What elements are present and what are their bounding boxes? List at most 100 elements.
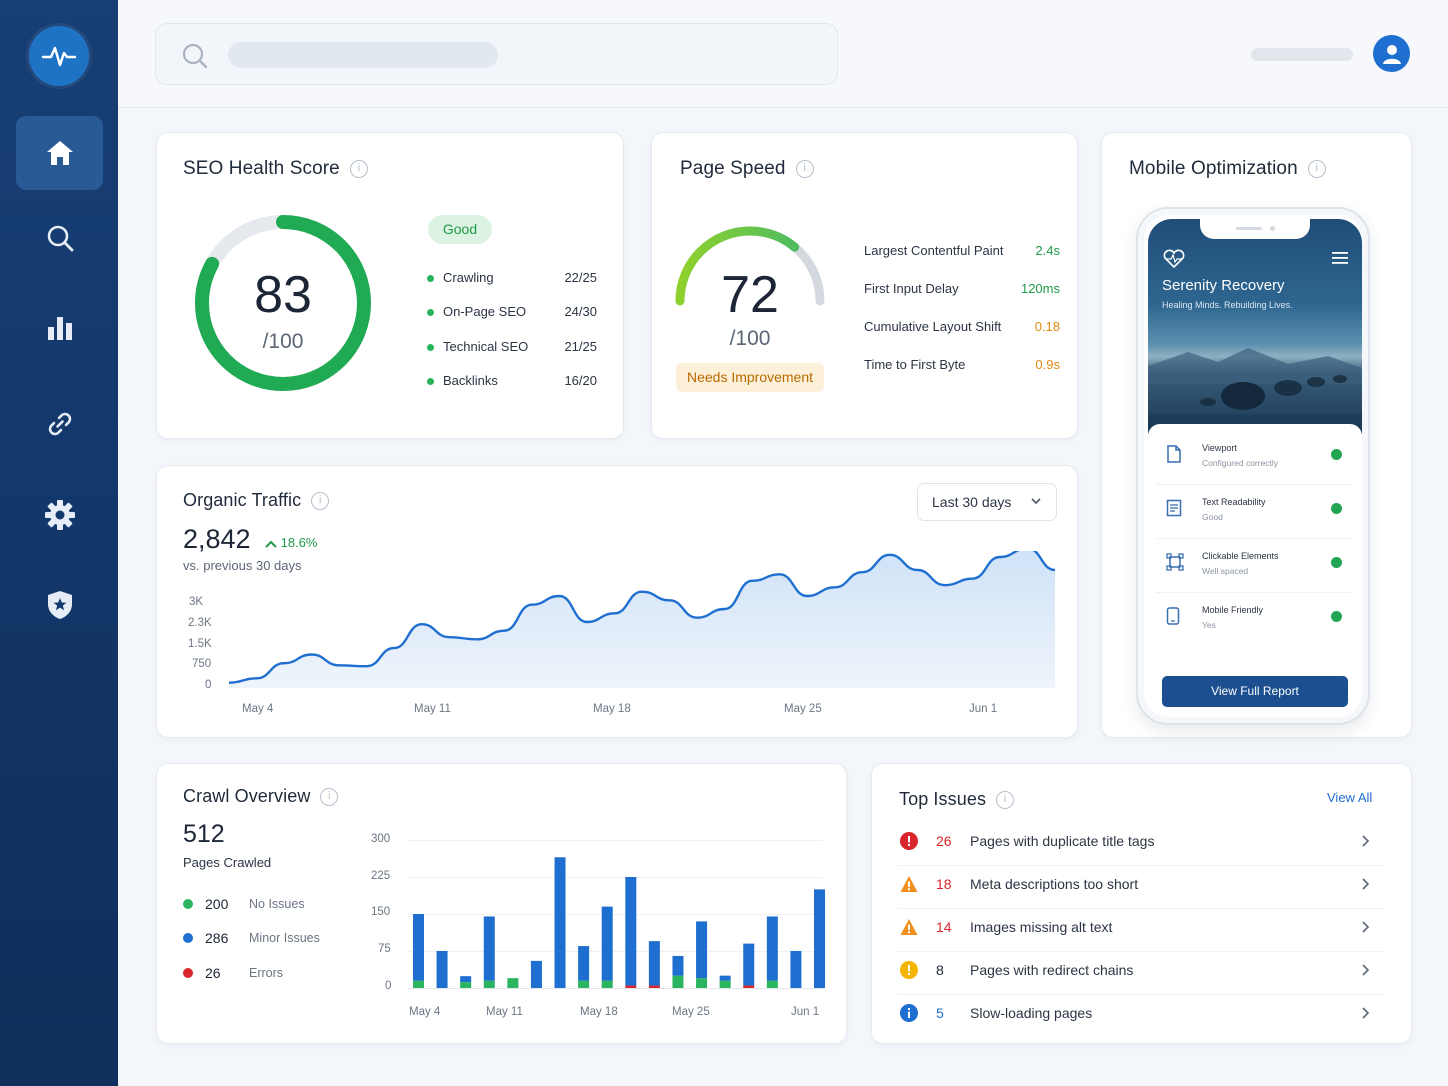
page-speed-card: Page Speed i 72 /100 Needs Improvement La… (651, 132, 1078, 439)
crawl-bar-minor-issues (436, 951, 448, 988)
seo-score-gauge (195, 215, 371, 391)
organic-traffic-card: Organic Traffic i 2,842 18.6% vs. previou… (156, 465, 1078, 738)
tap-target-icon (1166, 553, 1184, 571)
info-icon[interactable]: i (795, 159, 814, 178)
chevron-down-icon (1031, 498, 1041, 505)
crawl-bar-chart (407, 840, 825, 989)
check-icon (1331, 449, 1342, 460)
warning-icon (900, 919, 918, 935)
x-tick: May 11 (486, 1006, 523, 1018)
crawl-bar-minor-issues (601, 906, 613, 981)
issue-row[interactable]: 26 Pages with duplicate title tags (898, 823, 1386, 866)
crawl-overview-card: Crawl Overview i 512 Pages Crawled 200 No … (156, 763, 847, 1044)
traffic-line (229, 551, 1056, 684)
check-icon (1331, 611, 1342, 622)
seo-score-max: /100 (262, 330, 304, 353)
menu-icon[interactable] (1332, 252, 1348, 264)
crawl-bar-errors (743, 985, 755, 988)
y-tick: 3K (189, 596, 204, 608)
metric-cls: Cumulative Layout Shift 0.18 (864, 319, 1060, 334)
crawl-bar-minor-issues (766, 916, 778, 981)
y-tick: 75 (378, 943, 391, 955)
crawl-bar-minor-issues (554, 857, 566, 988)
info-icon[interactable]: i (320, 788, 339, 807)
chevron-right-icon (1362, 878, 1370, 890)
phone-hero-image: Serenity Recovery Healing Minds. Rebuild… (1148, 219, 1362, 434)
info-icon[interactable]: i (311, 492, 330, 511)
x-tick: May 4 (242, 703, 274, 715)
traffic-delta: 18.6% (265, 535, 318, 550)
info-icon[interactable]: i (349, 159, 368, 178)
y-tick: 0 (205, 679, 212, 691)
crawl-bar-no-issues (460, 982, 472, 988)
issue-row[interactable]: 8 Pages with redirect chains (898, 952, 1386, 995)
view-full-report-button[interactable]: View Full Report (1162, 676, 1348, 707)
info-circle-icon (900, 1004, 918, 1022)
x-tick: Jun 1 (791, 1006, 820, 1018)
mobile-check-text-readability: Text Readability Good (1156, 485, 1354, 539)
view-all-link[interactable]: View All (1327, 790, 1373, 805)
error-icon (900, 832, 918, 850)
issue-row[interactable]: 5 Slow-loading pages (898, 995, 1386, 1038)
crawl-bar-minor-issues (648, 941, 660, 986)
nav-settings[interactable] (16, 478, 103, 552)
metric-ttfb: Time to First Byte 0.9s (864, 357, 1060, 372)
metric-fid: First Input Delay 120ms (864, 281, 1060, 296)
crawl-bar-no-issues (507, 978, 519, 988)
crawl-bar-minor-issues (578, 946, 590, 981)
user-avatar[interactable] (1373, 35, 1410, 72)
app-subtitle: Healing Minds. Rebuilding Lives. (1162, 300, 1293, 310)
seo-health-title: SEO Health Score i (183, 158, 368, 180)
y-tick: 750 (192, 658, 212, 670)
crawl-bar-minor-issues (413, 914, 424, 981)
heart-logo-icon (1163, 249, 1185, 269)
chevron-right-icon (1362, 1007, 1370, 1019)
issue-row[interactable]: 14 Images missing alt text (898, 909, 1386, 952)
info-icon[interactable]: i (1307, 159, 1326, 178)
pulse-icon[interactable] (29, 26, 89, 86)
nav-search[interactable] (16, 201, 103, 275)
y-tick: 300 (371, 833, 391, 845)
crawl-bar-no-issues (578, 980, 590, 988)
crawl-bar-minor-issues (483, 916, 495, 981)
info-icon[interactable]: i (996, 791, 1015, 810)
sidebar (0, 0, 118, 1086)
user-name-placeholder (1251, 48, 1353, 61)
date-range-select[interactable]: Last 30 days (917, 483, 1057, 521)
warning-icon (900, 876, 918, 892)
nav-security[interactable] (16, 568, 103, 642)
crawl-bar-errors (625, 985, 637, 988)
crawl-bar-minor-issues (460, 976, 472, 983)
pages-crawled-label: Pages Crawled (183, 855, 272, 870)
nav-links[interactable] (16, 387, 103, 461)
chevron-right-icon (1362, 921, 1370, 933)
crawl-bar-no-issues (766, 980, 778, 988)
traffic-comparison: vs. previous 30 days (183, 558, 302, 573)
page-speed-title: Page Speed i (680, 158, 814, 180)
page-speed-gauge (675, 226, 825, 306)
x-tick: May 18 (593, 703, 631, 715)
nav-home[interactable] (16, 116, 103, 190)
crawl-title: Crawl Overview i (183, 786, 339, 807)
notice-icon (900, 961, 918, 979)
traffic-total: 2,842 (183, 524, 251, 554)
y-tick: 0 (385, 980, 392, 992)
crawl-bar-minor-issues (625, 877, 637, 986)
mobile-check-clickable-elements: Clickable Elements Well spaced (1156, 539, 1354, 593)
y-tick: 1.5K (188, 638, 212, 650)
crawl-bar-minor-issues (672, 955, 684, 976)
organic-traffic-chart (229, 551, 1056, 688)
x-tick: May 4 (409, 1006, 441, 1018)
issue-row[interactable]: 18 Meta descriptions too short (898, 866, 1386, 909)
top-issues-title: Top Issues i (899, 789, 1015, 810)
search-input[interactable] (155, 23, 838, 85)
crawl-bar-no-issues (413, 980, 424, 988)
crawl-bar-no-issues (483, 980, 495, 988)
nav-analytics[interactable] (16, 291, 103, 365)
seo-score-value: 83 (254, 266, 312, 324)
top-issues-card: Top Issues i View All 26 Pages with dupli… (871, 763, 1412, 1044)
crawl-bar-minor-issues (790, 951, 802, 988)
arrow-up-icon (265, 540, 277, 548)
crawl-bar-minor-issues (530, 960, 542, 988)
text-doc-icon (1166, 499, 1182, 517)
